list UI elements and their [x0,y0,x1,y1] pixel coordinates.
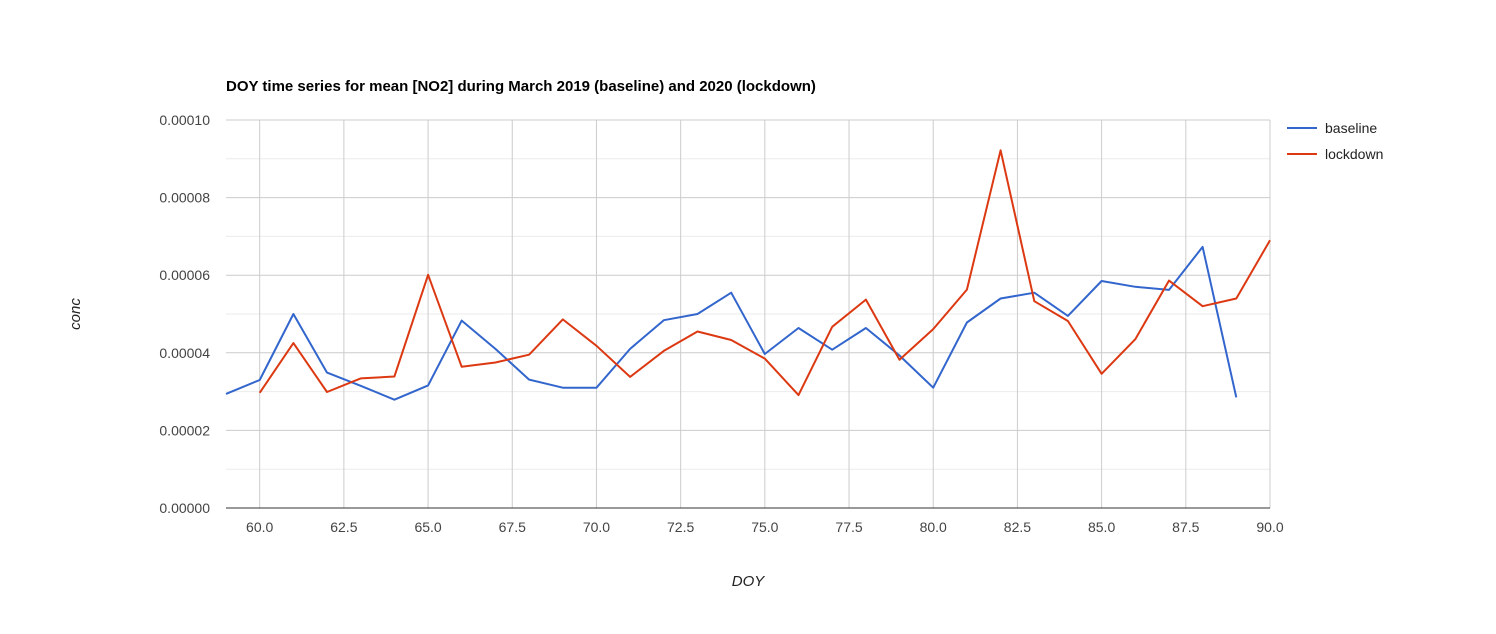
x-tick-label: 62.5 [330,519,357,535]
series-lines [225,149,1271,401]
x-tick-label: 60.0 [246,519,273,535]
series-line-lockdown [258,149,1271,397]
y-tick-label: 0.00008 [159,190,210,206]
legend: baseline lockdown [1287,120,1383,162]
y-tick-label: 0.00000 [159,500,210,516]
series-line-baseline [225,245,1238,401]
x-tick-label: 67.5 [499,519,526,535]
x-tick-label: 75.0 [751,519,778,535]
x-tick-label: 85.0 [1088,519,1115,535]
y-tick-label: 0.00010 [159,112,210,128]
y-axis-tick-labels: 0.00000 0.00002 0.00004 0.00006 0.00008 0.000… [159,112,210,516]
x-tick-label: 70.0 [583,519,610,535]
x-tick-label: 72.5 [667,519,694,535]
x-tick-label: 87.5 [1172,519,1199,535]
minor-gridlines [226,158,1270,470]
y-tick-label: 0.00004 [159,345,210,361]
y-tick-label: 0.00002 [159,422,210,438]
y-axis-title: conc [67,298,84,330]
y-tick-label: 0.00006 [159,267,210,283]
x-tick-label: 82.5 [1004,519,1031,535]
legend-label-lockdown: lockdown [1325,146,1383,162]
x-tick-label: 65.0 [414,519,441,535]
legend-label-baseline: baseline [1325,120,1377,136]
x-tick-label: 77.5 [835,519,862,535]
x-tick-label: 80.0 [920,519,947,535]
chart-title: DOY time series for mean [NO2] during Ma… [226,78,816,95]
x-tick-label: 90.0 [1256,519,1283,535]
x-axis-title: DOY [732,573,766,590]
x-axis-tick-labels: 60.0 62.5 65.0 67.5 70.0 72.5 75.0 77.5 80.0 82.5… [246,519,1284,535]
